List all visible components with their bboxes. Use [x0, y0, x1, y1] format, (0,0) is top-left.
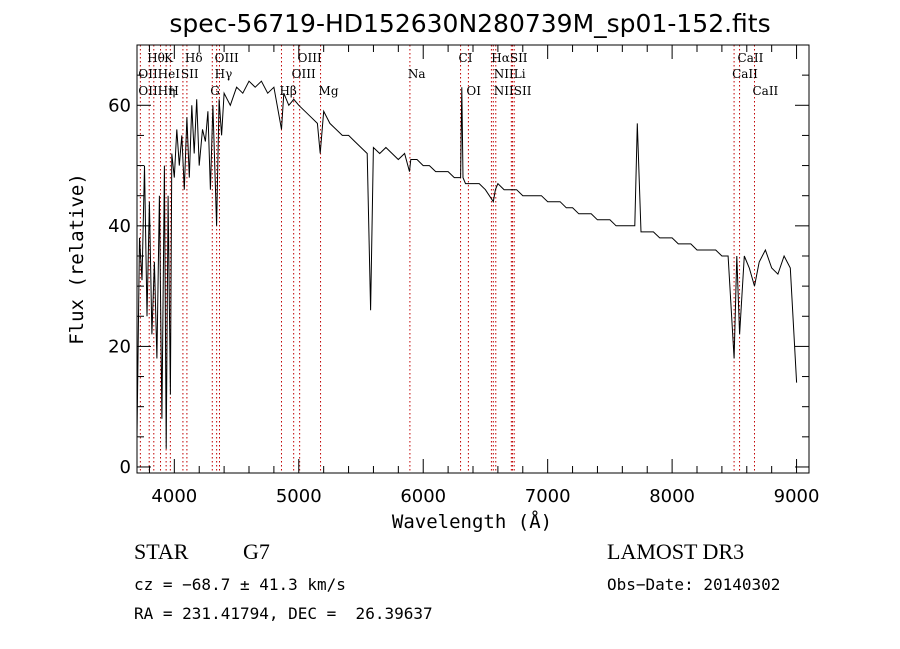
plot-frame	[136, 44, 810, 474]
spectral-line-markers	[139, 45, 755, 473]
x-tick-label: 9000	[774, 486, 820, 507]
observation-date: Obs−Date: 20140302	[607, 575, 781, 594]
spectral-line-label: Hβ	[279, 84, 296, 98]
y-axis-label: Flux (relative)	[66, 173, 88, 345]
x-axis-ticks: 4000 5000 6000 7000 8000 9000	[148, 45, 820, 507]
y-tick-label: 0	[120, 457, 131, 478]
spectral-line-label: OIIHeI	[138, 67, 180, 81]
spectral-line-labels: Hθ K Hδ OIII OIII CI HαSII CaII OIIHeI SII Hγ OIII N…	[138, 51, 778, 98]
coordinates: RA = 231.41794, DEC = 26.39637	[134, 604, 433, 623]
x-tick-label: 8000	[649, 486, 695, 507]
spectral-line-label: NIISII	[494, 84, 532, 98]
spectral-line-label: Hθ	[147, 51, 165, 65]
spectral-line-label: OIII	[292, 67, 316, 81]
chart-title: spec-56719-HD152630N280739M_sp01-152.fit…	[169, 9, 770, 38]
redshift-velocity: cz = −68.7 ± 41.3 km/s	[134, 575, 346, 594]
spectral-line-label: G	[210, 84, 220, 98]
subclass: G7	[243, 539, 270, 564]
spectral-line-label: OIII	[298, 51, 322, 65]
spectral-line-label: Hδ	[185, 51, 203, 65]
spectral-line-label: CaII	[738, 51, 764, 65]
spectral-line-label: Na	[408, 67, 426, 81]
spectral-line-label: Mg	[319, 84, 339, 98]
y-tick-label: 20	[108, 336, 131, 357]
spectral-line-label: CaII	[732, 67, 758, 81]
spectral-line-label: CI	[459, 51, 473, 65]
spectral-line-label: Hγ	[215, 67, 233, 81]
spectral-line-label: OIII	[215, 51, 239, 65]
object-class: STAR	[134, 539, 189, 564]
survey-name: LAMOST DR3	[607, 539, 745, 564]
x-tick-label: 6000	[400, 486, 446, 507]
spectral-line-label: CaII	[752, 84, 778, 98]
spectral-line-label: OI	[466, 84, 481, 98]
spectral-line-label: SII	[181, 67, 199, 81]
x-tick-label: 5000	[276, 486, 322, 507]
x-tick-label: 4000	[151, 486, 197, 507]
spectral-line-label: OIIHη	[138, 84, 175, 98]
x-tick-label: 7000	[525, 486, 571, 507]
y-tick-label: 60	[108, 95, 131, 116]
x-axis-label: Wavelength (Å)	[392, 510, 552, 533]
spectral-line-label: H	[168, 84, 178, 98]
y-axis-ticks: 0 20 40 60	[108, 74, 809, 478]
spectral-line-label: K	[164, 51, 174, 65]
flux-series-line	[136, 80, 798, 449]
spectral-line-label: NIILi	[494, 67, 526, 81]
y-tick-label: 40	[108, 216, 131, 237]
spectral-line-label: HαSII	[491, 51, 528, 65]
